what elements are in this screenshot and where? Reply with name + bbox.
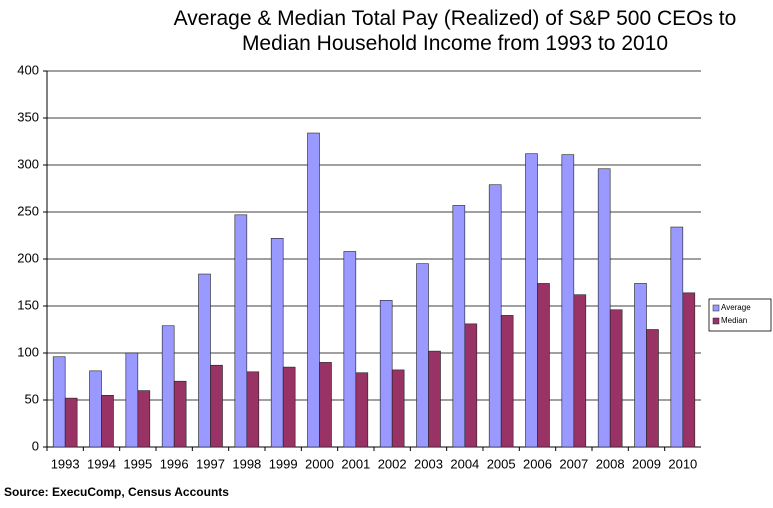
- legend-swatch: [712, 304, 720, 312]
- x-tick-label: 2007: [559, 456, 588, 471]
- bar: [428, 350, 441, 448]
- bar: [488, 184, 502, 448]
- x-tick-label: 1994: [87, 456, 116, 471]
- bar: [609, 309, 623, 448]
- x-tick-label: 2008: [596, 456, 625, 471]
- bar: [634, 283, 647, 448]
- y-tick-label: 250: [17, 203, 39, 218]
- chart-title: Average & Median Total Pay (Realized) of…: [173, 7, 737, 55]
- y-tick-label: 50: [25, 391, 39, 406]
- bar: [270, 238, 284, 448]
- bar: [282, 366, 296, 448]
- y-tick-label: 300: [17, 156, 39, 171]
- bar: [500, 315, 514, 448]
- x-tick-label: 1996: [160, 456, 189, 471]
- bar: [537, 283, 550, 448]
- x-tick-label: 2006: [523, 456, 552, 471]
- y-tick-label: 0: [32, 438, 39, 453]
- bar: [137, 390, 151, 448]
- bar: [597, 168, 611, 448]
- bar: [101, 394, 114, 448]
- x-tick-label: 1993: [51, 456, 80, 471]
- y-tick-label: 200: [17, 250, 39, 265]
- x-tick-label: 2005: [487, 456, 516, 471]
- x-tick-label: 2009: [632, 456, 661, 471]
- bar: [246, 371, 260, 448]
- bar: [343, 251, 357, 448]
- source-note: Source: ExecuComp, Census Accounts: [4, 485, 229, 499]
- y-tick-label: 150: [17, 297, 39, 312]
- bar: [561, 154, 575, 448]
- y-tick-label: 350: [17, 109, 39, 124]
- bar: [573, 294, 587, 448]
- bar: [379, 300, 393, 448]
- bar: [464, 323, 478, 448]
- legend-box: [708, 298, 772, 332]
- x-tick-label: 1995: [123, 456, 152, 471]
- bar: [89, 370, 102, 448]
- bar: [161, 325, 175, 448]
- x-tick-label: 1997: [196, 456, 225, 471]
- x-tick-label: 2000: [305, 456, 334, 471]
- bar: [173, 380, 187, 448]
- x-tick-label: 2002: [378, 456, 407, 471]
- x-tick-label: 1998: [232, 456, 261, 471]
- y-tick-label: 100: [17, 344, 39, 359]
- bar: [646, 329, 659, 448]
- bar: [355, 372, 369, 448]
- bar: [319, 362, 332, 448]
- bar: [125, 352, 139, 448]
- bar: [391, 369, 405, 448]
- bar: [234, 214, 248, 448]
- y-tick-label: 400: [17, 62, 39, 77]
- x-tick-label: 2004: [450, 456, 479, 471]
- bar: [64, 397, 78, 448]
- legend-swatch: [712, 317, 720, 325]
- bar: [670, 226, 684, 448]
- x-tick-label: 2001: [341, 456, 370, 471]
- bar: [525, 153, 538, 448]
- bar: [452, 205, 466, 448]
- x-tick-label: 1999: [269, 456, 298, 471]
- bar: [307, 132, 320, 448]
- x-tick-label: 2010: [668, 456, 697, 471]
- legend-label: Average: [721, 303, 751, 312]
- bar: [416, 263, 429, 448]
- bar: [682, 292, 696, 448]
- bar: [210, 364, 223, 448]
- x-tick-label: 2003: [414, 456, 443, 471]
- legend-label: Median: [721, 316, 747, 325]
- bar: [52, 356, 66, 448]
- bar: [198, 273, 211, 448]
